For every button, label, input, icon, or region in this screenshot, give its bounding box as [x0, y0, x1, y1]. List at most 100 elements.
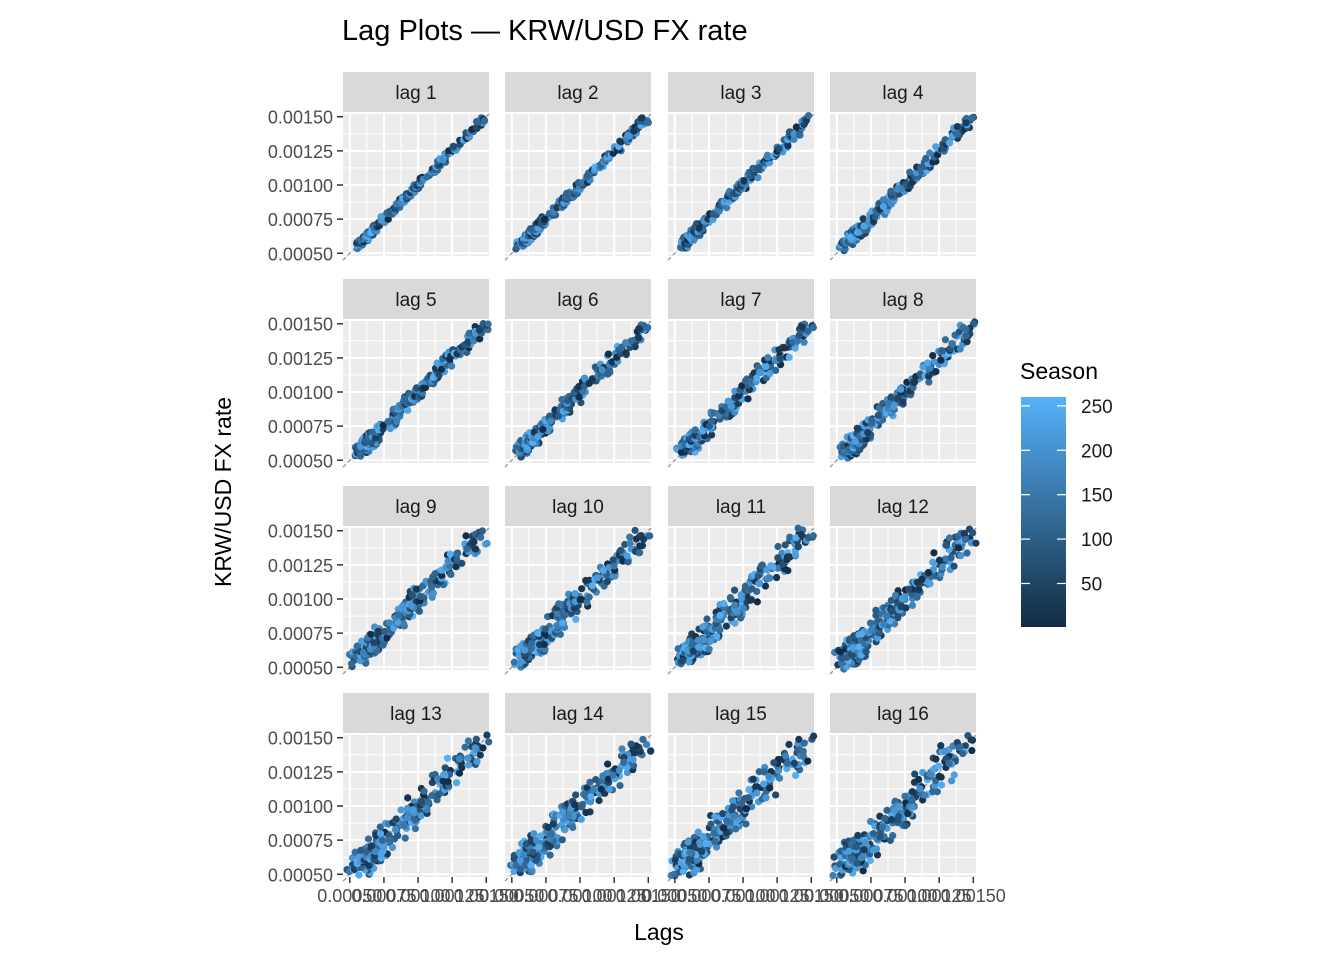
data-point	[471, 744, 479, 752]
facet-label: lag 10	[552, 497, 604, 518]
data-point	[735, 789, 743, 797]
data-point	[805, 111, 813, 120]
data-point	[804, 327, 812, 335]
data-point	[411, 824, 419, 833]
data-point	[756, 368, 764, 377]
data-point	[866, 856, 874, 865]
data-point	[926, 149, 934, 157]
data-point	[572, 615, 580, 623]
data-point	[853, 424, 861, 432]
legend-tick-label: 50	[1081, 574, 1102, 595]
data-point	[630, 127, 638, 135]
data-point	[797, 530, 805, 539]
data-point	[437, 365, 446, 374]
data-point	[417, 798, 425, 806]
data-point	[588, 375, 597, 383]
data-point	[398, 602, 406, 611]
data-point	[716, 611, 724, 619]
data-point	[906, 168, 914, 176]
legend-tick-label: 150	[1081, 486, 1113, 507]
data-point	[623, 552, 631, 560]
data-point	[431, 570, 439, 578]
data-point	[941, 747, 949, 755]
data-point	[800, 338, 808, 346]
data-point	[629, 755, 637, 764]
facet-strip	[343, 486, 489, 526]
data-point	[703, 615, 711, 623]
data-point	[758, 561, 766, 569]
data-point	[678, 657, 687, 665]
data-point	[355, 871, 363, 879]
data-point	[945, 534, 954, 542]
data-point	[735, 392, 743, 400]
data-point	[636, 548, 644, 557]
data-point	[480, 117, 489, 125]
data-point	[937, 356, 945, 364]
data-point	[698, 848, 706, 856]
data-point	[624, 558, 632, 566]
data-point	[763, 151, 772, 159]
data-point	[729, 803, 737, 811]
data-point	[604, 760, 612, 768]
data-point	[385, 619, 393, 627]
data-point	[536, 832, 545, 840]
data-point	[609, 556, 617, 564]
facet-strip	[505, 72, 651, 112]
data-point	[359, 648, 368, 657]
data-point	[605, 366, 613, 375]
data-point	[744, 794, 752, 802]
data-point	[379, 421, 387, 430]
legend-title: Season	[1020, 358, 1098, 384]
data-point	[484, 320, 492, 328]
data-point	[694, 636, 702, 644]
data-point	[745, 786, 753, 794]
data-point	[694, 643, 703, 651]
data-point	[376, 823, 384, 831]
data-point	[461, 743, 469, 751]
facet-panel: lag 5 0.00050 0.00075 0.00100 0.00125 0.00150	[268, 279, 492, 471]
y-tick-label: 0.00075	[268, 624, 333, 644]
facet-panel: lag 3	[667, 72, 815, 261]
data-point	[938, 347, 946, 355]
facet-label: lag 14	[552, 704, 604, 725]
data-point	[762, 794, 770, 802]
data-point	[968, 746, 976, 755]
data-point	[444, 557, 452, 565]
data-point	[836, 648, 845, 656]
data-point	[472, 545, 480, 553]
data-point	[417, 592, 425, 601]
data-point	[357, 637, 366, 645]
data-point	[829, 871, 837, 880]
data-point	[932, 755, 940, 763]
data-point	[837, 659, 846, 667]
data-point	[941, 555, 950, 563]
data-point	[695, 224, 703, 232]
data-point	[909, 803, 917, 811]
data-point	[348, 660, 356, 668]
data-point	[869, 830, 878, 838]
data-point	[356, 452, 365, 460]
data-point	[644, 118, 652, 127]
data-point	[589, 786, 598, 794]
data-point	[888, 607, 896, 615]
data-point	[908, 788, 916, 796]
data-point	[916, 785, 924, 793]
data-point	[753, 789, 761, 797]
data-point	[921, 791, 929, 799]
data-point	[561, 826, 569, 834]
data-point	[540, 640, 548, 649]
data-point	[922, 154, 930, 163]
data-point	[449, 142, 457, 151]
data-point	[809, 324, 817, 332]
y-tick-label: 0.00125	[268, 142, 333, 162]
data-point	[546, 851, 554, 859]
data-point	[781, 752, 790, 760]
data-point	[748, 585, 756, 593]
data-point	[577, 815, 585, 823]
data-point	[381, 627, 389, 635]
data-point	[749, 775, 757, 783]
facet-panel: lag 13 0.00050 0.00075 0.00100 0.00125 0.0015…	[268, 693, 519, 906]
data-point	[551, 406, 559, 414]
data-point	[784, 142, 792, 150]
data-point	[879, 202, 888, 211]
